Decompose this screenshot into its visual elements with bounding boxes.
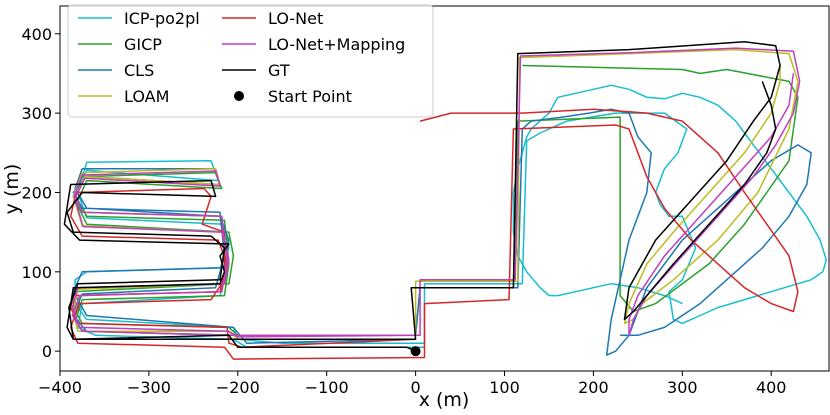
legend-label: GT <box>268 61 290 80</box>
legend-item: ICP-po2pl <box>78 9 200 28</box>
legend-label: LO-Net <box>268 9 323 28</box>
legend-item: GICP <box>78 35 162 54</box>
x-tick-label: 0 <box>411 378 421 397</box>
x-tick-label: −200 <box>216 378 260 397</box>
trajectory-lines <box>63 40 828 360</box>
x-tick-label: 400 <box>756 378 787 397</box>
y-tick-label: 200 <box>21 183 52 202</box>
legend-item: LO-Net+Mapping <box>222 35 405 54</box>
x-tick-label: −400 <box>38 378 82 397</box>
x-tick-label: 300 <box>667 378 698 397</box>
y-tick-label: 100 <box>21 263 52 282</box>
legend-label: LOAM <box>124 87 169 106</box>
plot-frame <box>59 5 830 372</box>
legend-swatch <box>234 91 244 101</box>
legend-item: GT <box>222 61 290 80</box>
series-line-1 <box>72 64 799 337</box>
x-tick-label: 100 <box>489 378 520 397</box>
x-tick-label: 200 <box>578 378 609 397</box>
legend-item: Start Point <box>234 87 352 106</box>
y-tick-label: 400 <box>21 25 52 44</box>
y-tick-label: 0 <box>42 342 52 361</box>
legend: ICP-po2pl GICP CLS LOAM LO-Net LO-Net+Mapping… <box>67 4 434 118</box>
series-line-2 <box>72 108 812 356</box>
x-tick-label: −300 <box>127 378 171 397</box>
x-axis-ticks: −400 −300 −200 −100 0 100 200 300 400 <box>38 371 786 397</box>
legend-label: Start Point <box>268 87 352 106</box>
legend-item: LO-Net <box>222 9 323 28</box>
start-point-dot <box>410 346 421 357</box>
y-axis-title: y (m) <box>1 164 23 215</box>
legend-label: LO-Net+Mapping <box>268 35 405 54</box>
x-axis-title: x (m) <box>419 389 470 411</box>
legend-label: ICP-po2pl <box>124 9 200 28</box>
x-tick-label: −100 <box>305 378 349 397</box>
series-line-0 <box>72 84 828 348</box>
series-line-6 <box>63 40 781 352</box>
y-axis-ticks: 0 100 200 300 400 <box>21 25 60 361</box>
legend-item: LOAM <box>78 87 169 106</box>
series-line-5 <box>71 47 801 338</box>
legend-label: CLS <box>124 61 154 80</box>
legend-label: GICP <box>124 35 162 54</box>
legend-box <box>67 4 434 118</box>
start-point-marker <box>410 346 421 357</box>
y-tick-label: 300 <box>21 104 52 123</box>
legend-item: CLS <box>78 61 154 80</box>
